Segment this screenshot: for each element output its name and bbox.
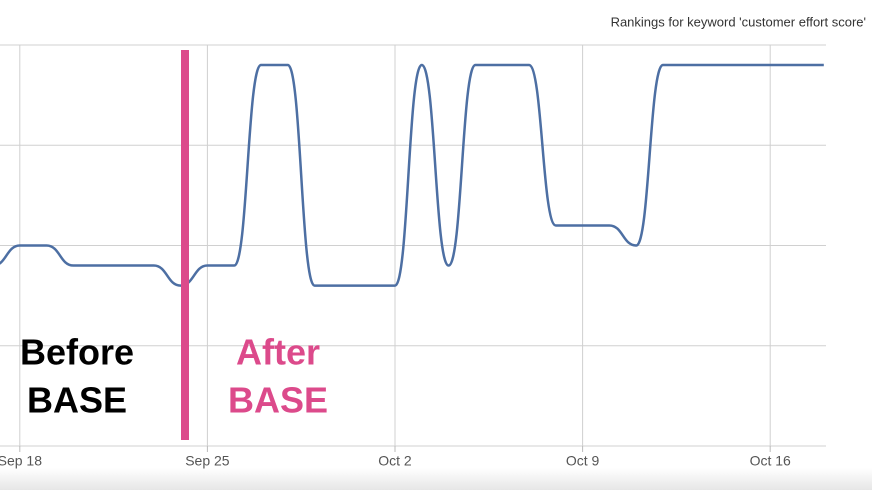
bottom-fade [0, 468, 872, 490]
series-line [0, 63, 824, 287]
annotation: After [236, 332, 320, 373]
annotation: Before [20, 332, 134, 373]
x-tick-label: Oct 16 [750, 453, 791, 469]
x-tick-label: Sep 25 [185, 453, 230, 469]
chart-title: Rankings for keyword 'customer effort sc… [611, 14, 866, 29]
annotation: BASE [27, 380, 127, 421]
x-tick-label: Oct 2 [378, 453, 412, 469]
x-tick-label: Sep 18 [0, 453, 42, 469]
annotation: BASE [228, 380, 328, 421]
plot-area [0, 63, 824, 287]
annotations: Before BASE After BASE [20, 332, 328, 421]
x-tick-label: Oct 9 [566, 453, 600, 469]
